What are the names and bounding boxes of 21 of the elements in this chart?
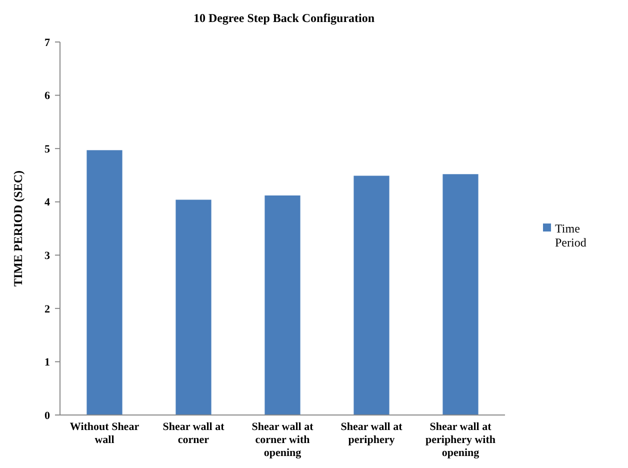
x-tick-label: Without Shear wall (70, 421, 140, 446)
y-tick-label: 6 (44, 90, 50, 102)
y-tick-label: 1 (44, 356, 50, 369)
y-axis-title: TIME PERIOD (SEC) (11, 170, 25, 287)
x-tick-label: Shear wall at corner (162, 421, 225, 446)
bar (86, 150, 122, 415)
y-tick-label: 0 (44, 410, 50, 422)
x-tick-label: Shear wall at corner with opening (252, 421, 314, 459)
y-tick-label: 7 (44, 36, 50, 49)
y-tick-label: 2 (44, 303, 50, 316)
bar (442, 174, 478, 415)
bar (264, 195, 300, 415)
legend-label: Time Period (555, 222, 586, 250)
bar (176, 200, 212, 415)
y-tick-label: 5 (44, 143, 50, 156)
y-tick-label: 3 (44, 250, 50, 262)
bar (354, 176, 390, 415)
chart-title: 10 Degree Step Back Configuration (193, 11, 375, 25)
y-tick-label: 4 (44, 196, 50, 209)
x-tick-label: Shear wall at periphery with opening (426, 421, 496, 459)
x-tick-label: Shear wall at periphery (340, 421, 403, 446)
